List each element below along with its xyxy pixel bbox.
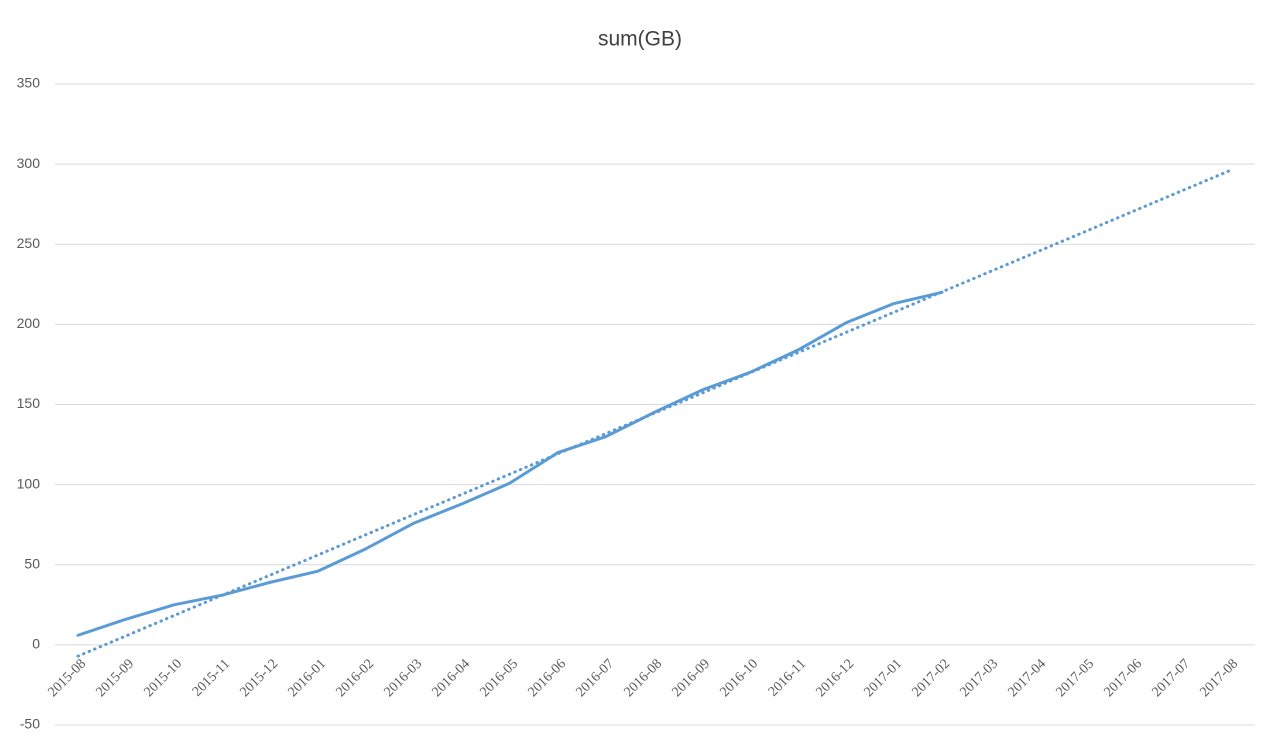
y-tick-label: 150 — [17, 395, 41, 411]
y-tick-label: 200 — [17, 315, 41, 331]
x-tick-label: 2015-09 — [93, 656, 137, 700]
x-tick-label: 2015-10 — [141, 656, 185, 700]
x-tick-label: 2017-08 — [1197, 656, 1241, 700]
x-tick-label: 2017-04 — [1005, 656, 1049, 700]
x-tick-label: 2015-08 — [45, 656, 89, 700]
series-line — [76, 290, 944, 637]
series-line — [76, 169, 1232, 658]
x-tick-label: 2016-11 — [766, 656, 809, 699]
x-tick-label: 2016-12 — [813, 656, 857, 700]
y-tick-label: 300 — [17, 155, 41, 171]
x-tick-label: 2016-01 — [285, 656, 329, 700]
x-tick-label: 2017-01 — [861, 656, 905, 700]
x-tick-label: 2015-11 — [190, 656, 233, 699]
x-tick-label: 2016-05 — [477, 656, 521, 700]
x-tick-label: 2017-03 — [957, 656, 1001, 700]
y-tick-label: 100 — [17, 475, 41, 491]
x-tick-label: 2016-08 — [621, 656, 665, 700]
y-tick-label: 0 — [32, 636, 40, 652]
x-tick-label: 2017-07 — [1149, 656, 1193, 700]
x-tick-label: 2017-06 — [1101, 656, 1145, 700]
x-tick-label: 2017-05 — [1053, 656, 1097, 700]
x-tick-label: 2016-10 — [717, 656, 761, 700]
y-tick-label: -50 — [20, 716, 40, 732]
x-tick-label: 2016-06 — [525, 656, 569, 700]
x-tick-label: 2016-07 — [573, 656, 617, 700]
chart-title: sum(GB) — [598, 28, 682, 51]
x-tick-label: 2016-02 — [333, 656, 377, 700]
x-tick-label: 2016-09 — [669, 656, 713, 700]
x-tick-label: 2016-03 — [381, 656, 425, 700]
y-tick-label: 350 — [17, 75, 41, 91]
x-tick-label: 2015-12 — [237, 656, 281, 700]
x-tick-label: 2017-02 — [909, 656, 953, 700]
y-tick-label: 250 — [17, 235, 41, 251]
y-tick-label: 50 — [24, 555, 40, 571]
x-tick-label: 2016-04 — [429, 656, 473, 700]
